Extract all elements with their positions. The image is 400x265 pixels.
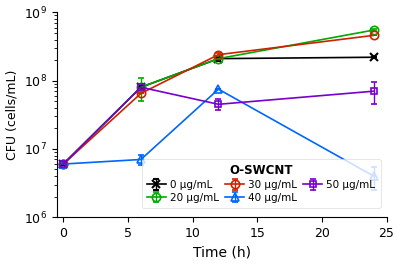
- Y-axis label: CFU (cells/mL): CFU (cells/mL): [6, 70, 18, 160]
- X-axis label: Time (h): Time (h): [193, 245, 251, 259]
- Legend: 0 μg/mL, 20 μg/mL, 30 μg/mL, 40 μg/mL, 50 μg/mL: 0 μg/mL, 20 μg/mL, 30 μg/mL, 40 μg/mL, 5…: [142, 159, 380, 208]
